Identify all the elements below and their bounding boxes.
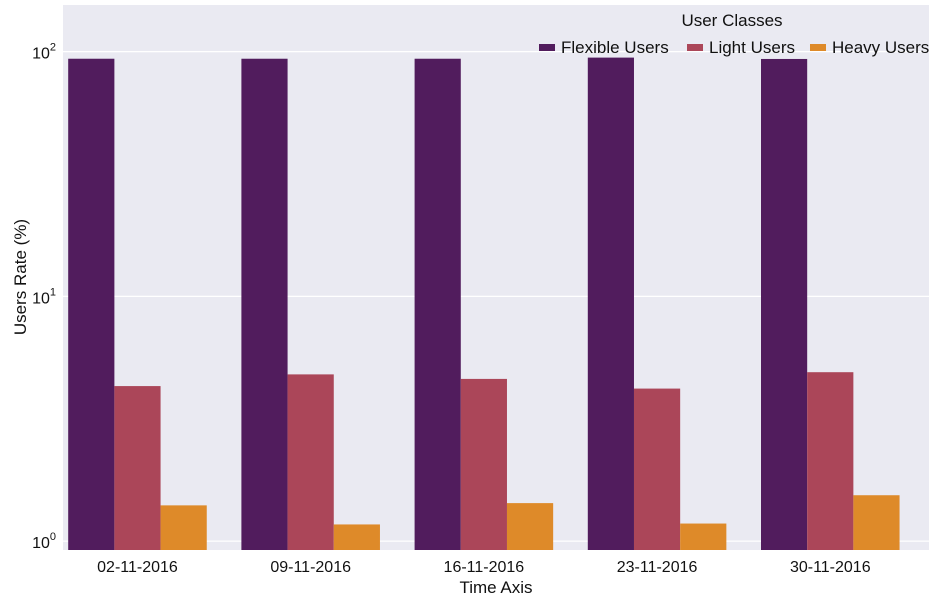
bar [807,372,854,550]
legend-swatch [539,44,555,51]
legend-swatch [810,44,826,51]
y-tick-label: 102 [32,42,56,63]
y-tick-label: 100 [32,531,56,552]
bar [633,388,681,550]
bar [68,58,115,551]
y-tick-label: 101 [32,286,56,307]
bar [287,374,334,550]
tick-labels: 100 101 102 02-11-2016 09-11-2016 16-11-2016 2… [32,42,871,576]
legend-swatch [687,44,703,51]
x-tick-label: 23-11-2016 [617,559,698,576]
bar [114,386,161,550]
y-axis-label: Users Rate (%) [11,219,30,335]
x-tick-label: 02-11-2016 [97,559,178,576]
bar [853,495,900,550]
legend-label: Flexible Users [561,38,669,57]
legend: User Classes Flexible Users Light Users Hea… [539,11,929,57]
bar [506,503,554,550]
legend-label: Heavy Users [832,38,929,57]
bar [160,505,207,550]
bar [333,524,380,550]
x-tick-label: 09-11-2016 [270,559,351,576]
legend-label: Light Users [709,38,795,57]
bar [760,58,808,550]
x-tick-label: 30-11-2016 [790,559,871,576]
bar [587,57,634,551]
bar [241,58,288,551]
x-axis-label: Time Axis [459,578,532,597]
legend-title: User Classes [681,11,782,30]
bar [680,523,727,550]
x-tick-label: 16-11-2016 [444,559,525,576]
bars [68,57,900,551]
bar [414,58,461,551]
bar [460,378,507,550]
